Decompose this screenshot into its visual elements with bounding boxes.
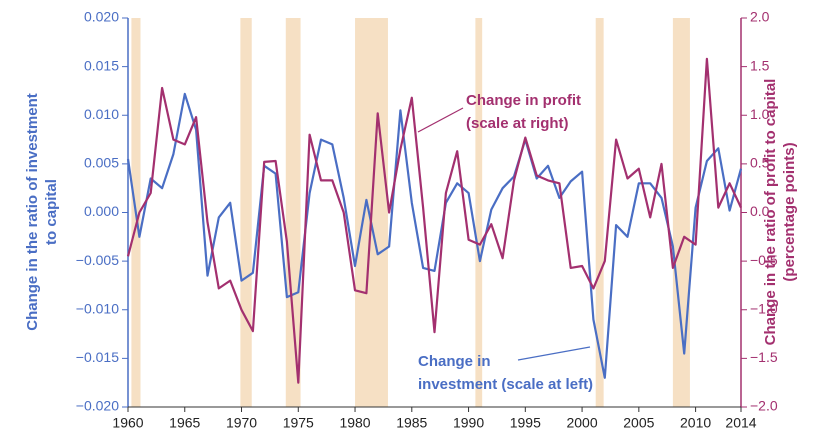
y2-tick-label: 1.5 [750, 57, 770, 73]
x-tick-label: 2005 [623, 415, 654, 431]
y-tick-label: 0.015 [84, 57, 119, 73]
y-tick-label: 0.005 [84, 155, 119, 171]
annotation-pointer [517, 346, 591, 361]
y2-tick-label: −1.5 [750, 349, 778, 365]
y2-tick-label: −1.0 [750, 300, 778, 316]
y2-tick-label: 0.0 [750, 203, 770, 219]
y2-tick-label: 1.0 [750, 106, 770, 122]
series-line [126, 92, 743, 379]
y-tick-label: −0.010 [76, 300, 119, 316]
y2-tick-label: −0.5 [750, 252, 778, 268]
y-tick-label: −0.015 [76, 349, 119, 365]
y-tick-label: 0.000 [84, 203, 119, 219]
y-tick-label: −0.020 [76, 398, 119, 414]
annotation-pointer [417, 107, 464, 133]
y2-tick-label: −2.0 [750, 398, 778, 414]
x-tick-label: 1990 [453, 415, 484, 431]
x-tick-label: 1985 [396, 415, 427, 431]
y-tick-label: 0.010 [84, 106, 119, 122]
annotation: investment (scale at left) [418, 376, 593, 393]
recession-band [672, 18, 690, 407]
x-tick-label: 2014 [725, 415, 756, 431]
recession-band [285, 18, 301, 407]
series-line [126, 57, 742, 384]
x-tick-label: 1965 [169, 415, 200, 431]
y-axis-label: to capital [43, 179, 60, 245]
x-tick-label: 1975 [283, 415, 314, 431]
recession-band [240, 18, 252, 407]
y-tick-label: −0.005 [76, 252, 119, 268]
y2-tick-label: 2.0 [750, 9, 770, 25]
y-axis-label: Change in the ratio of investment [24, 93, 41, 331]
annotation: Change in [418, 353, 491, 370]
x-tick-label: 1960 [112, 415, 143, 431]
x-tick-label: 2010 [680, 415, 711, 431]
y-tick-label: 0.020 [84, 9, 119, 25]
y2-axis-label: (percentage points) [781, 142, 798, 281]
x-tick-label: 1980 [339, 415, 370, 431]
x-tick-label: 1995 [510, 415, 541, 431]
recession-band [475, 18, 483, 407]
x-tick-label: 2000 [566, 415, 597, 431]
y2-tick-label: 0.5 [750, 155, 770, 171]
annotation: Change in profit [466, 92, 581, 109]
annotation: (scale at right) [466, 115, 569, 132]
x-tick-label: 1970 [226, 415, 257, 431]
recession-band [595, 18, 604, 407]
y2-axis-label: Change in the ratio of profit to capital [762, 79, 779, 346]
